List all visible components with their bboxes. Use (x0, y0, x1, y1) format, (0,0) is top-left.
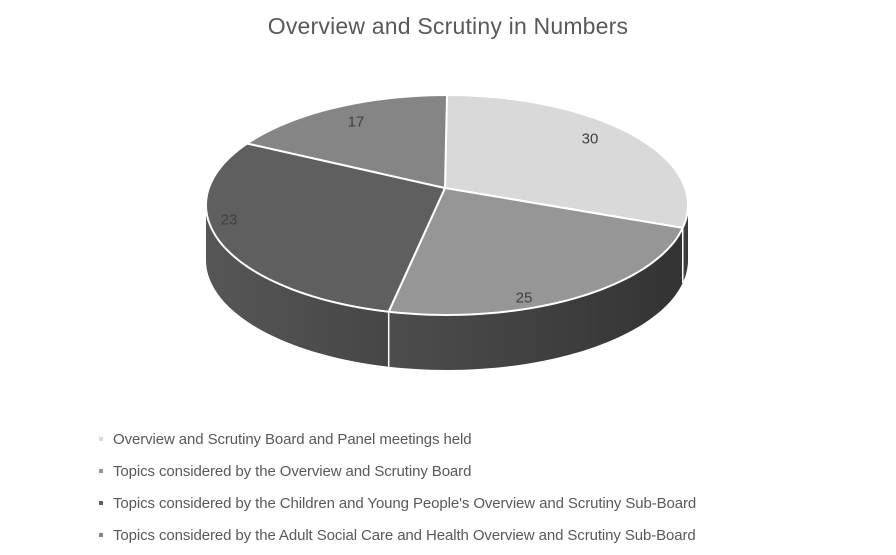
pie-slice-30 (444, 94, 689, 229)
legend-swatch (99, 501, 103, 505)
pie-slice-side-23 (206, 205, 389, 367)
legend: Overview and Scrutiny Board and Panel me… (99, 423, 696, 551)
legend-item-label: Topics considered by the Adult Social Ca… (113, 526, 696, 544)
pie-chart-3d: 30 25 23 17 (205, 94, 689, 370)
pie-data-label: 23 (221, 212, 238, 229)
pie-slice-23 (205, 142, 446, 313)
legend-item: Overview and Scrutiny Board and Panel me… (99, 423, 696, 455)
legend-item: Topics considered by the Adult Social Ca… (99, 519, 696, 551)
legend-item: Topics considered by the Overview and Sc… (99, 455, 696, 487)
pie-slice-25 (387, 187, 684, 316)
legend-item-label: Overview and Scrutiny Board and Panel me… (113, 430, 472, 448)
legend-item-label: Topics considered by the Children and Yo… (113, 494, 697, 512)
chart-title: Overview and Scrutiny in Numbers (267, 13, 629, 39)
pie-data-label: 30 (582, 131, 599, 148)
pie-slice-17 (246, 94, 448, 189)
pie-slice-side-30 (682, 205, 688, 283)
legend-swatch (99, 469, 103, 473)
pie-data-label: 17 (348, 114, 365, 131)
legend-item-label: Topics considered by the Overview and Sc… (113, 462, 472, 480)
pie-data-label: 25 (516, 290, 533, 307)
legend-swatch (99, 437, 103, 441)
legend-item: Topics considered by the Children and Yo… (99, 487, 696, 519)
pie-slice-side-25 (388, 227, 683, 370)
legend-swatch (99, 533, 103, 537)
